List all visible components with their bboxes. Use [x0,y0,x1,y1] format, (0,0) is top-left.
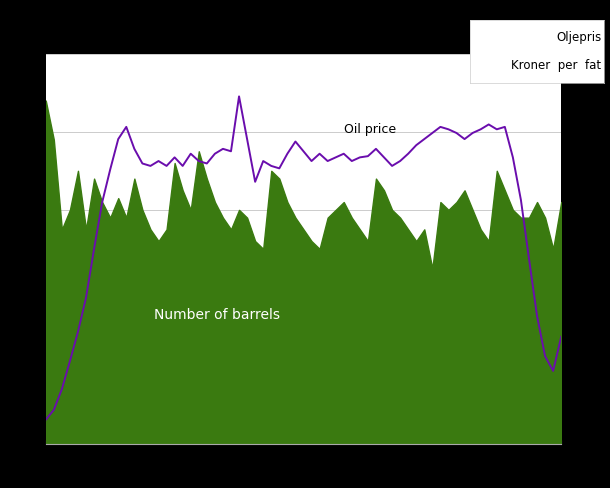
Text: Kroner  per  fat: Kroner per fat [511,59,601,72]
Text: Number of barrels: Number of barrels [154,308,280,322]
Text: Oljepris: Oljepris [556,31,601,44]
Text: Oil price: Oil price [344,123,396,136]
